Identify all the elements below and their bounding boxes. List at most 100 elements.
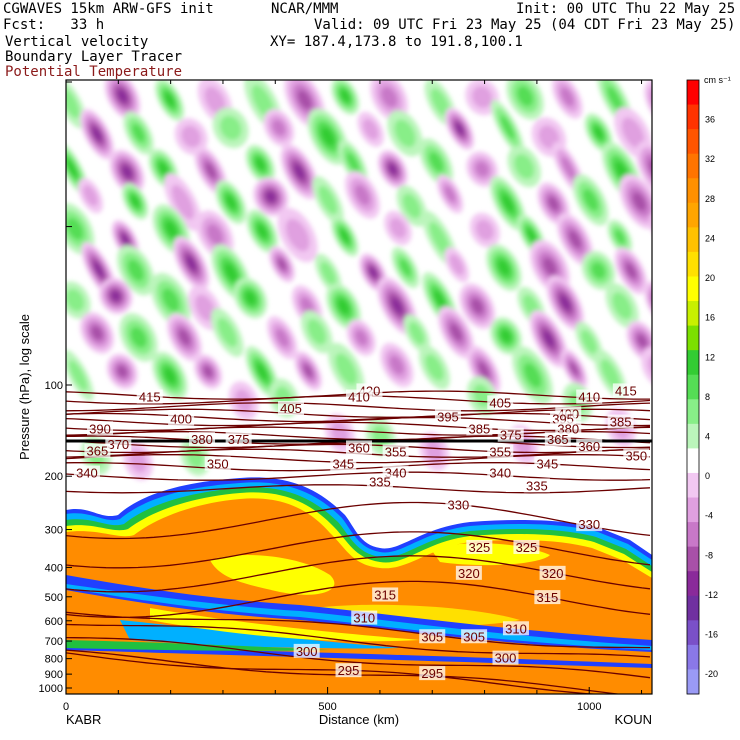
theta-label-bg [330,456,357,471]
theta-label: 400 [170,412,192,427]
velocity-blob [204,86,226,115]
y-tick-label: 700 [45,636,63,648]
colorbar-tick-label: 8 [705,392,710,402]
velocity-blob [355,329,368,346]
theta-label-bg [576,517,603,532]
model-title: CGWAVES 15km ARW-GFS init [3,1,214,17]
velocity-blob [650,290,671,314]
colorbar-swatch [687,80,699,106]
velocity-blob [303,364,313,378]
theta-label: 385 [610,415,632,430]
colorbar-tick-label: 12 [705,352,715,362]
x-tick-label: 1000 [577,701,601,713]
theta-label: 325 [468,540,490,555]
y-tick-label: 400 [45,562,63,574]
theta-label: 325 [516,540,538,555]
theta-label-bg [168,411,195,426]
theta-label: 410 [348,390,370,405]
velocity-blob [337,298,350,315]
velocity-blob [653,93,669,112]
velocity-blob [346,152,360,173]
velocity-blob [472,86,493,109]
velocity-blob [402,193,421,219]
velocity-blob [354,184,370,206]
colorbar-tick-label: 0 [705,471,710,481]
velocity-blob [399,258,412,277]
theta-label: 355 [489,444,511,459]
y-tick-label: 600 [45,616,63,628]
theta-label: 405 [489,395,511,410]
boundary-layer-tracer-field [66,477,652,694]
velocity-blob [164,92,175,107]
velocity-blob [478,361,490,379]
velocity-blob [580,329,598,355]
colorbar-swatch [687,178,699,204]
colorbar-tick-label: 36 [705,115,715,125]
colorbar-swatch [687,669,699,695]
theta-label-bg [555,421,582,436]
colorbar-frame [686,79,700,695]
velocity-blob [425,354,444,381]
theta-label: 385 [468,421,490,436]
colorbar-swatch [687,522,699,548]
velocity-blob [543,257,557,276]
velocity-blob [130,326,147,348]
velocity-blob [561,156,576,179]
theta-label-bg [277,400,304,415]
velocity-blob [132,123,145,143]
velocity-blob [158,162,169,176]
colorbar-swatch [687,472,699,499]
theta-label: 360 [348,440,370,455]
theta-label: 300 [495,651,517,666]
velocity-blob [653,217,675,243]
velocity-blob [93,262,104,278]
velocity-blob [591,262,606,279]
colorbar-swatch [687,227,699,253]
theta-label: 390 [89,421,111,436]
theta-contour [66,453,651,464]
theta-contour [66,408,651,418]
velocity-blob [297,90,312,110]
velocity-blob [300,296,314,315]
theta-label-bg [576,438,603,453]
y-tick-label: 200 [45,471,63,483]
theta-label-bg [612,383,639,398]
theta-label-bg [534,590,561,605]
field-label-vertical-velocity: Vertical velocity [5,34,149,50]
theta-label: 310 [505,621,527,636]
theta-label: 415 [615,383,637,398]
velocity-blob [548,196,559,211]
y-tick-label: 300 [45,525,63,537]
center-name: NCAR/MMM [271,1,339,17]
velocity-blob [449,254,465,276]
colorbar-tick-label: 24 [705,233,715,243]
velocity-blob [526,228,536,242]
velocity-blob [497,259,510,276]
velocity-blob [455,123,464,135]
velocity-blob [335,353,358,385]
velocity-blob [543,331,554,347]
theta-label: 365 [547,432,569,447]
velocity-blob [471,298,484,314]
colorbar-swatch [687,153,699,179]
velocity-blob [111,291,121,301]
theta-label: 320 [458,566,480,581]
velocity-blob [632,192,646,211]
theta-label: 330 [578,517,600,532]
theta-contour [66,623,651,658]
colorbar-swatch [687,571,699,597]
theta-label: 370 [107,437,129,452]
velocity-blob [654,295,666,310]
theta-contour [66,484,651,494]
velocity-blob [121,234,130,245]
theta-label-bg [346,440,372,455]
theta-label-bg [513,539,540,554]
velocity-blob [178,329,191,346]
theta-label: 300 [296,644,318,659]
colorbar-swatch [687,301,699,327]
velocity-blob [66,217,84,240]
forecast-hour: Fcst: 33 h [3,17,105,33]
theta-label-bg [445,497,472,512]
colorbar-swatch [687,350,699,376]
